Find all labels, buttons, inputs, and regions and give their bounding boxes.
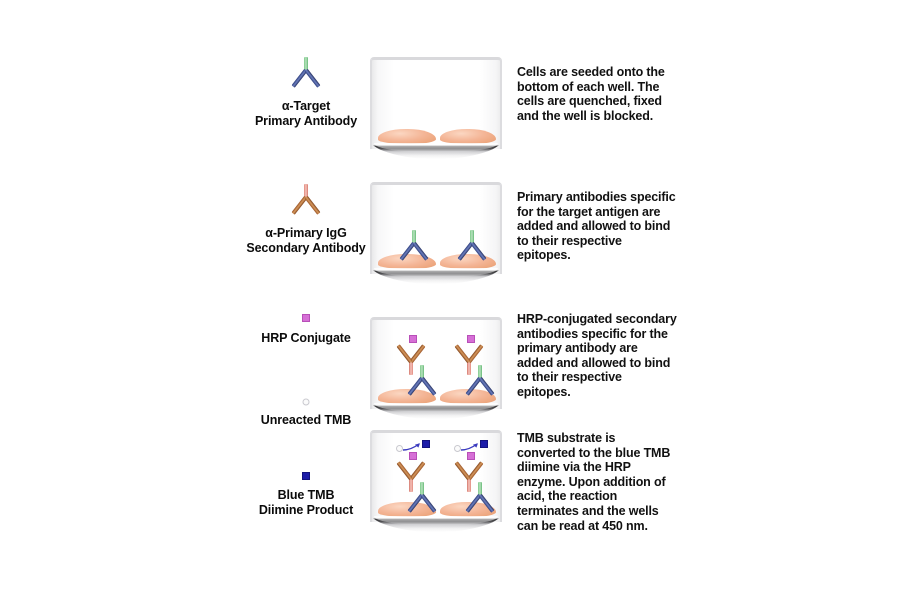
description-step-1: Cells are seeded onto the bottom of each… [517, 65, 665, 123]
antibody-stem [304, 184, 308, 199]
tmb-reaction-right [454, 440, 488, 456]
blue-diimine-marker [302, 472, 310, 480]
antibody-stem [420, 482, 424, 497]
primary-antibody-icon [463, 365, 497, 399]
primary-antibody-icon [463, 482, 497, 516]
antibody-arm-right [478, 376, 495, 396]
antibody-arm-right [304, 195, 321, 215]
well-step-2 [368, 182, 504, 284]
primary-antibody-icon [232, 55, 380, 99]
antibody-complex-left [386, 331, 442, 401]
antibody-complex-right [444, 331, 500, 401]
tmb-reaction-left [396, 440, 430, 456]
legend-primary-antibody: α-Target Primary Antibody [232, 55, 380, 129]
legend-label-secondary-antibody: α-Primary IgG Secondary Antibody [246, 226, 366, 255]
well-step-1 [368, 57, 504, 159]
well-step-3 [368, 317, 504, 419]
primary-antibody-icon [455, 230, 489, 264]
legend-label-unreacted-tmb: Unreacted TMB [260, 413, 352, 427]
well-step-4 [368, 430, 504, 532]
hrp-marker [467, 335, 475, 343]
workflow-step-2: α-Primary IgG Secondary Antibody [0, 182, 900, 287]
primary-antibody-icon [397, 230, 431, 264]
antibody-stem [478, 365, 482, 380]
legend-secondary-antibody: α-Primary IgG Secondary Antibody [232, 182, 380, 256]
hrp-marker [409, 452, 417, 460]
antibody-complex-right [444, 440, 500, 513]
workflow-step-1: α-Target Primary Antibody Cells are seed… [0, 55, 900, 170]
blue-diimine-marker [422, 440, 430, 448]
reaction-arrow-icon [402, 443, 420, 451]
antibody-arm-right [412, 241, 429, 261]
workflow-step-3: HRP Conjugate Unreacted TMB [0, 305, 900, 427]
hrp-marker [467, 452, 475, 460]
secondary-antibody-icon [232, 182, 380, 226]
hrp-marker [409, 335, 417, 343]
unreacted-tmb-marker [454, 445, 461, 452]
antibody-stem [470, 230, 474, 245]
unreacted-tmb-icon [232, 391, 380, 413]
unreacted-tmb-marker [396, 445, 403, 452]
antibody-arm-right [304, 68, 321, 88]
antibody-arm-right [396, 344, 413, 364]
description-step-4: TMB substrate is converted to the blue T… [517, 431, 671, 533]
legend-hrp-conjugate: HRP Conjugate [232, 305, 380, 346]
reaction-arrow-icon [460, 443, 478, 451]
well-base [368, 397, 504, 419]
antibody-arm-right [454, 461, 471, 481]
legend-label-primary-antibody: α-Target Primary Antibody [254, 99, 358, 128]
hrp-conjugate-icon [232, 305, 380, 331]
primary-antibody-icon [405, 482, 439, 516]
description-step-3: HRP-conjugated secondary antibodies spec… [517, 312, 677, 399]
legend-blue-tmb-diimine: Blue TMB Diimine Product [232, 464, 380, 518]
well-base [368, 137, 504, 159]
blue-tmb-diimine-icon [232, 464, 380, 488]
primary-antibody-icon [405, 365, 439, 399]
antibody-arm-right [396, 461, 413, 481]
antibody-arm-right [454, 344, 471, 364]
tmb-marker [302, 398, 310, 406]
antibody-complex-left [386, 440, 442, 513]
legend-unreacted-tmb: Unreacted TMB [232, 391, 380, 428]
antibody-arm-right [470, 241, 487, 261]
antibody-complex-right [444, 204, 500, 274]
workflow-step-4: Blue TMB Diimine Product [0, 428, 900, 543]
legend-label-hrp-conjugate: HRP Conjugate [261, 331, 351, 345]
well-base [368, 510, 504, 532]
legend-label-blue-tmb-diimine: Blue TMB Diimine Product [258, 488, 354, 517]
well-base [368, 262, 504, 284]
antibody-stem [420, 365, 424, 380]
hrp-marker [302, 314, 310, 322]
antibody-stem [412, 230, 416, 245]
antibody-complex-left [386, 204, 442, 274]
antibody-stem [304, 57, 308, 72]
antibody-arm-right [420, 376, 437, 396]
description-step-2: Primary antibodies specific for the targ… [517, 190, 676, 263]
blue-diimine-marker [480, 440, 488, 448]
antibody-stem [478, 482, 482, 497]
